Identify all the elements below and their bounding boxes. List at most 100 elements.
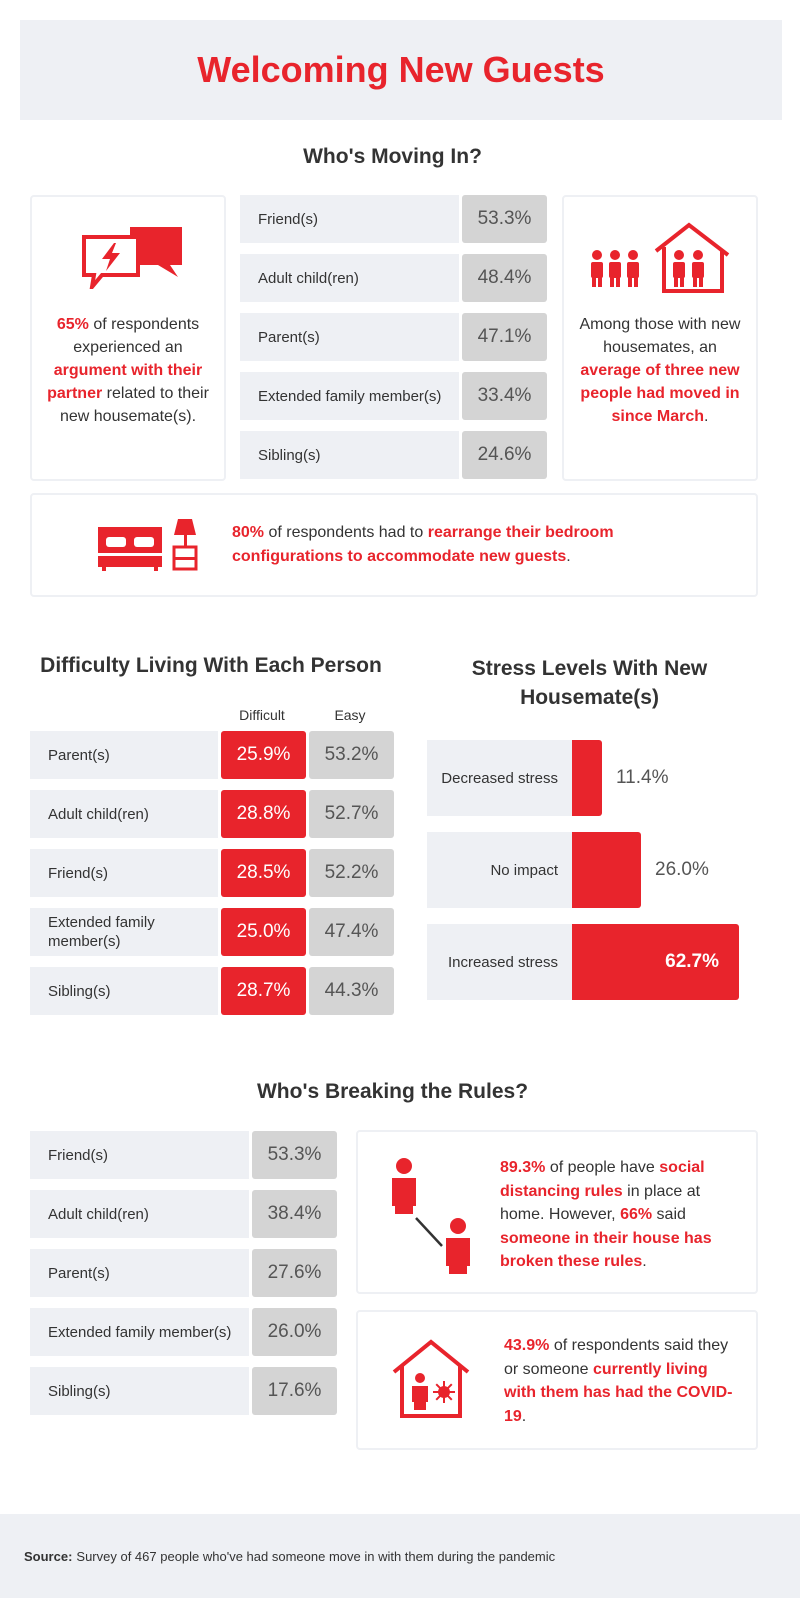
housemates-text1: Among those with new housemates, an (579, 316, 741, 356)
rules-value: 53.3% (252, 1131, 337, 1179)
easy-value: 52.2% (309, 849, 394, 897)
moving-in-value: 47.1% (462, 313, 547, 361)
rules-value: 38.4% (252, 1190, 337, 1238)
bedroom-text1: of respondents had to (268, 524, 424, 541)
stress-category-label: No impact (427, 832, 572, 908)
speech-bubbles-lightning-icon (82, 227, 182, 289)
table-row: Friend(s) 53.3% (240, 195, 547, 243)
easy-value: 47.4% (309, 908, 394, 956)
table-row: Adult child(ren) 28.8% 52.7% (30, 790, 394, 838)
moving-in-value: 24.6% (462, 431, 547, 479)
distancing-highlight2: someone in their house has broken these … (500, 1229, 712, 1271)
moving-in-title: Who's Moving In? (303, 145, 482, 168)
table-row: Extended family member(s) 25.0% 47.4% (30, 908, 394, 956)
housemates-card: Among those with new housemates, an aver… (562, 195, 758, 481)
argument-text2: related to their new housemate(s). (59, 385, 209, 425)
stress-value-label: 62.7% (665, 951, 719, 972)
stress-bar (572, 924, 739, 1000)
rules-title: Who's Breaking the Rules? (256, 1080, 529, 1103)
moving-in-category-label: Adult child(ren) (240, 254, 459, 302)
stress-bar (572, 832, 641, 908)
argument-card: 65% of respondents experienced an argume… (30, 195, 226, 481)
moving-in-category-label: Friend(s) (240, 195, 459, 243)
stress-bar (572, 740, 602, 816)
rules-category-label: Parent(s) (30, 1249, 249, 1297)
moving-in-category-label: Extended family member(s) (240, 372, 459, 420)
house-virus-icon (392, 1339, 470, 1418)
argument-pct: 65% (56, 316, 89, 333)
col-difficult-label: Difficult (239, 707, 285, 723)
covid-text2: . (521, 1407, 527, 1425)
rules-category-label: Extended family member(s) (30, 1308, 249, 1356)
easy-value: 53.2% (309, 731, 394, 779)
argument-text1: of respondents experienced an (73, 316, 200, 356)
table-row: Sibling(s) 24.6% (240, 431, 547, 479)
distancing-pct2: 66% (620, 1206, 653, 1223)
argument-text: 65% of respondents experienced an argume… (40, 313, 216, 428)
footer-label: Source: (24, 1548, 73, 1564)
covid-highlight: currently living with them has had the C… (504, 1360, 733, 1425)
difficult-value: 25.0% (221, 908, 306, 956)
moving-in-value: 33.4% (462, 372, 547, 420)
table-row: Sibling(s) 17.6% (30, 1367, 337, 1415)
moving-in-category-label: Sibling(s) (240, 431, 459, 479)
moving-in-category-label: Parent(s) (240, 313, 459, 361)
stress-title-line2: Housemate(s) (520, 686, 659, 709)
distancing-highlight1: social distancing rules (500, 1159, 705, 1200)
table-row: Extended family member(s) 26.0% (30, 1308, 337, 1356)
difficult-value: 28.7% (221, 967, 306, 1015)
housemates-text2: . (704, 408, 709, 425)
housemates-highlight: average of three new people had moved in… (580, 362, 740, 425)
rules-category-label: Friend(s) (30, 1131, 249, 1179)
argument-highlight: argument with their partner (47, 362, 203, 402)
distancing-text2: in place at home. However, (500, 1182, 701, 1224)
distancing-text4: . (642, 1253, 647, 1270)
table-row: Friend(s) 28.5% 52.2% (30, 849, 394, 897)
difficulty-category-label: Friend(s) (30, 849, 218, 897)
covid-card: 43.9% of respondents said they or someon… (356, 1310, 758, 1450)
bed-lamp-icon (98, 519, 198, 571)
table-row: Adult child(ren) 48.4% (240, 254, 547, 302)
difficulty-category-label: Sibling(s) (30, 967, 218, 1015)
table-row: Friend(s) 53.3% (30, 1131, 337, 1179)
header-banner: Welcoming New Guests (20, 20, 782, 120)
difficulty-category-label: Parent(s) (30, 731, 218, 779)
social-distance-people-icon (392, 1158, 470, 1274)
difficulty-title: Difficulty Living With Each Person (40, 654, 382, 677)
difficult-value: 28.5% (221, 849, 306, 897)
table-row: Sibling(s) 28.7% 44.3% (30, 967, 394, 1015)
page-title: Welcoming New Guests (197, 49, 605, 90)
stress-value-label: 11.4% (616, 767, 669, 788)
bedroom-text2: . (566, 548, 571, 565)
stress-title: Stress Levels With New Housemate(s) (427, 654, 752, 712)
distancing-text1: of people have (549, 1159, 655, 1176)
distancing-card: 89.3% of people have social distancing r… (356, 1130, 758, 1294)
rules-category-label: Adult child(ren) (30, 1190, 249, 1238)
covid-pct: 43.9% (504, 1337, 550, 1354)
stress-title-line1: Stress Levels With New (471, 657, 708, 680)
stress-category-label: Decreased stress (427, 740, 572, 816)
table-row: Parent(s) 25.9% 53.2% (30, 731, 394, 779)
rules-category-label: Sibling(s) (30, 1367, 249, 1415)
table-row: Extended family member(s) 33.4% (240, 372, 547, 420)
bedroom-highlight: rearrange their bedroom configurations t… (232, 524, 614, 565)
covid-text: 43.9% of respondents said they or someon… (504, 1334, 734, 1428)
easy-value: 44.3% (309, 967, 394, 1015)
rules-value: 17.6% (252, 1367, 337, 1415)
moving-in-value: 48.4% (462, 254, 547, 302)
housemates-text: Among those with new housemates, an aver… (572, 313, 748, 428)
moving-in-value: 53.3% (462, 195, 547, 243)
table-row: Parent(s) 47.1% (240, 313, 547, 361)
difficult-value: 25.9% (221, 731, 306, 779)
bedroom-text: 80% of respondents had to rearrange thei… (232, 521, 702, 569)
people-house-icon (591, 222, 730, 293)
footer-source: Source: Survey of 467 people who've had … (0, 1514, 800, 1598)
difficulty-category-label: Extended family member(s) (30, 908, 218, 956)
table-row: Parent(s) 27.6% (30, 1249, 337, 1297)
rules-value: 26.0% (252, 1308, 337, 1356)
easy-value: 52.7% (309, 790, 394, 838)
bedroom-pct: 80% (232, 524, 265, 541)
difficulty-category-label: Adult child(ren) (30, 790, 218, 838)
footer-text: Survey of 467 people who've had someone … (76, 1548, 556, 1564)
distancing-text: 89.3% of people have social distancing r… (500, 1156, 736, 1274)
